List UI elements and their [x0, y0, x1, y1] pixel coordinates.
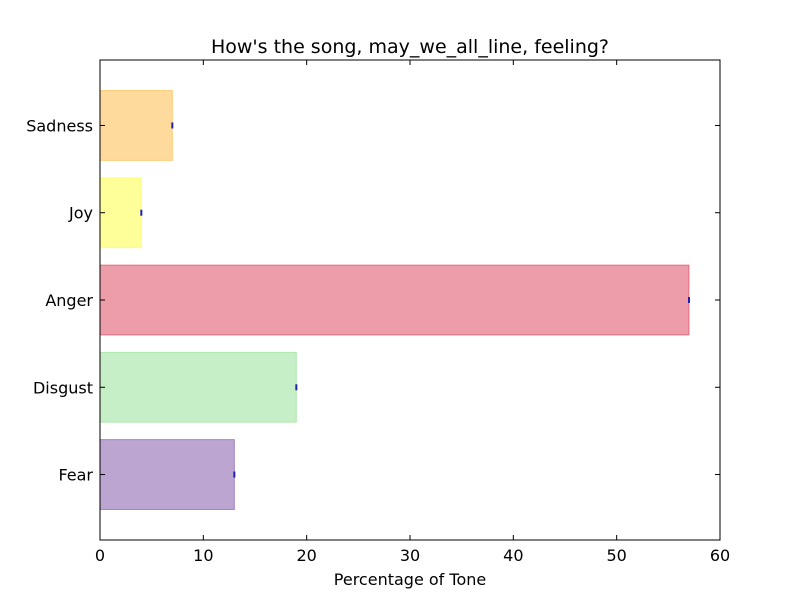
bars [99, 90, 690, 510]
x-tick-label-50: 50 [606, 546, 626, 565]
y-tick-label-disgust: Disgust [33, 378, 93, 397]
x-tick-label-60: 60 [710, 546, 730, 565]
y-tick-label-fear: Fear [58, 466, 93, 485]
x-tick-label-30: 30 [400, 546, 420, 565]
bar-sadness [99, 90, 173, 161]
bar-anger [99, 264, 690, 336]
y-tick-label-anger: Anger [45, 291, 93, 310]
x-tick-label-0: 0 [95, 546, 105, 565]
bar-joy [99, 177, 142, 249]
y-tick-label-joy: Joy [68, 204, 93, 223]
ticks: Fear Disgust Anger Joy Sadness 0 10 20 30 40 50 60 [26, 60, 730, 565]
x-tick-label-40: 40 [503, 546, 523, 565]
chart-title: How's the song, may_we_all_line, feeling… [211, 36, 609, 58]
plot-frame [99, 59, 721, 541]
bar-disgust [99, 351, 297, 423]
x-tick-label-20: 20 [296, 546, 316, 565]
x-tick-label-10: 10 [193, 546, 213, 565]
x-axis-label: Percentage of Tone [334, 570, 486, 589]
y-tick-label-sadness: Sadness [26, 116, 93, 135]
bar-fear [99, 439, 235, 510]
